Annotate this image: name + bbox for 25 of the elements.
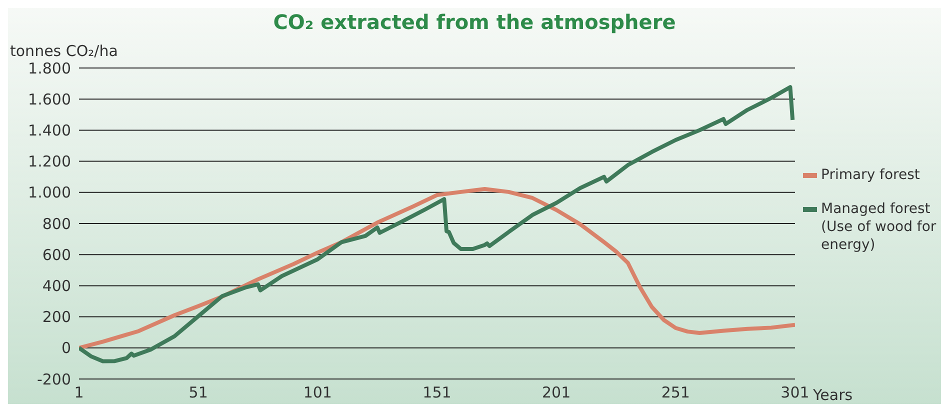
y-tick-label: 1.600 [28,90,71,108]
y-tick-label: 0 [61,339,71,358]
y-tick-label: 400 [42,277,71,296]
line-series [79,85,795,364]
line-series [79,186,795,350]
x-tick-label: 101 [303,384,332,402]
legend-label: Managed forest (Use of wood for energy) [821,200,938,254]
y-tick-label: 1.400 [28,122,71,140]
x-tick-label: 51 [188,384,208,402]
x-axis-title: Years [813,386,853,404]
y-axis-title: tonnes CO₂/ha [10,42,118,60]
y-tick-label: 1.200 [28,152,71,171]
y-tick-label: 1.800 [28,59,71,78]
y-tick-label: -200 [36,370,71,388]
chart-title: CO₂ extracted from the atmosphere [272,10,677,34]
y-tick-label: 1.000 [28,184,71,202]
x-tick-label: 201 [542,384,571,402]
x-tick-label: 301 [780,384,810,402]
x-tick-label: 251 [661,384,690,402]
legend-label: Primary forest [821,166,920,184]
y-tick-label: 600 [42,246,71,264]
x-tick-label: 1 [74,384,84,402]
y-tick-label: 200 [42,308,71,326]
y-tick-label: 800 [42,214,71,233]
x-tick-label: 151 [422,384,452,402]
